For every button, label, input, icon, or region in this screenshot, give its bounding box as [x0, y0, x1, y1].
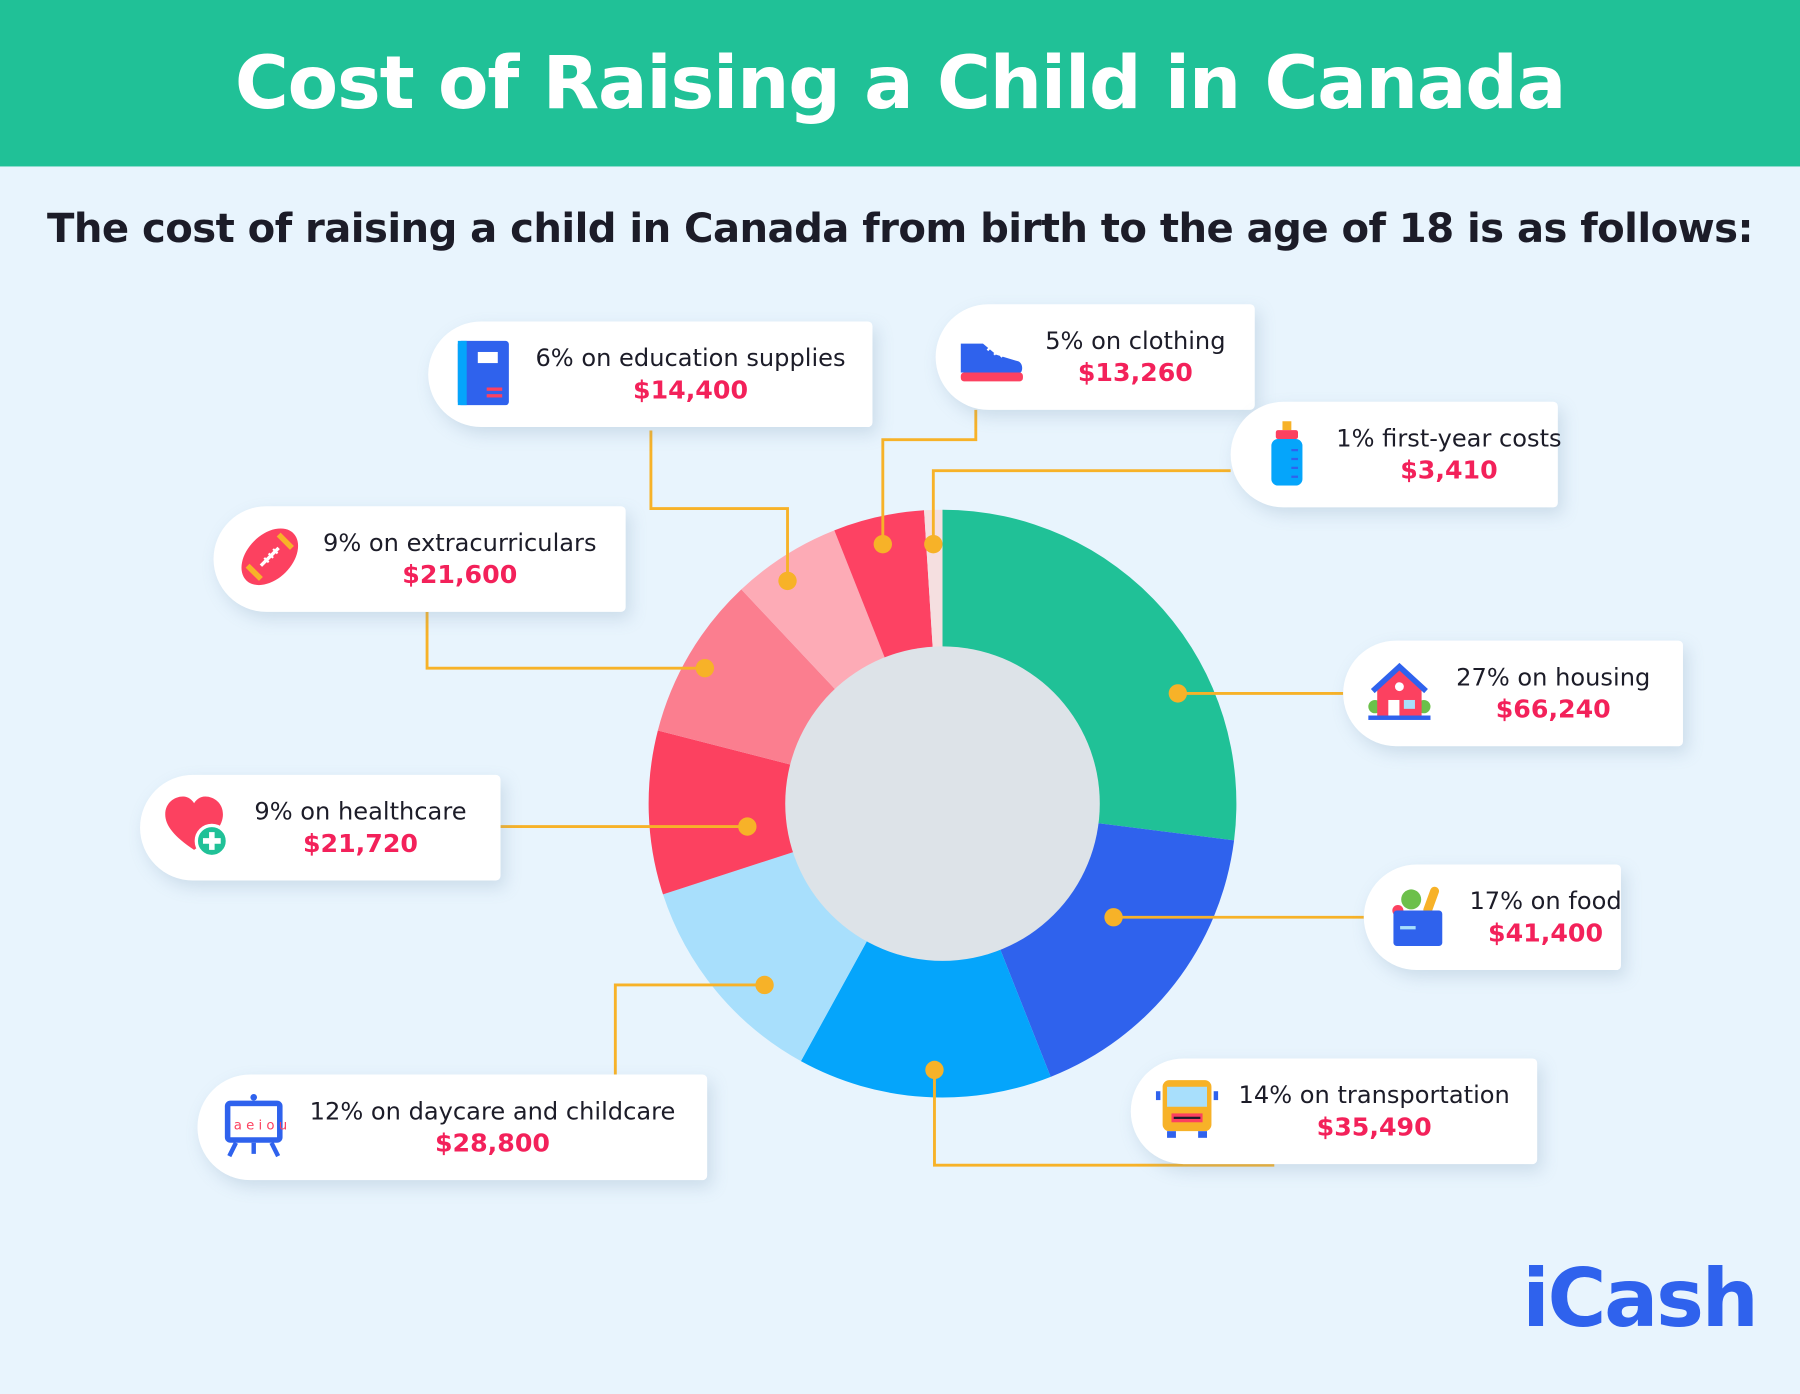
slice-amount: $21,720 — [302, 829, 418, 859]
connector-dot-clothing — [873, 534, 892, 554]
slice-education — [741, 530, 888, 695]
callout-text: 6% on education supplies $14,400 — [534, 344, 847, 405]
callout-daycare: a e i o u 12% on daycare and childcare $… — [197, 1074, 708, 1181]
connector-dot-transportation — [925, 1060, 944, 1080]
slice-amount: $35,490 — [1316, 1112, 1432, 1142]
callout-text: 9% on healthcare $21,720 — [246, 797, 476, 858]
callout-text: 14% on transportation $35,490 — [1236, 1081, 1512, 1142]
connector-clothing — [881, 409, 978, 545]
callout-housing: 27% on housing $66,240 — [1343, 640, 1683, 747]
bus-icon — [1154, 1076, 1221, 1147]
slice-amount: $14,400 — [632, 375, 749, 405]
slice-label: 9% on healthcare — [254, 797, 467, 825]
slice-amount: $28,800 — [434, 1129, 550, 1158]
callout-text: 12% on daycare and childcare $28,800 — [303, 1097, 682, 1158]
slice-label: 9% on extracurriculars — [323, 528, 597, 557]
heart-plus-icon — [163, 792, 230, 863]
slice-label: 14% on transportation — [1238, 1080, 1510, 1109]
page-title: Cost of Raising a Child in Canada — [234, 40, 1566, 126]
slice-label: 1% first-year costs — [1336, 424, 1562, 452]
slice-label: 12% on daycare and childcare — [309, 1096, 676, 1125]
callout-healthcare: 9% on healthcare $21,720 — [140, 774, 501, 881]
connector-transportation — [933, 1069, 1275, 1167]
grocery-bag-icon — [1387, 882, 1454, 953]
svg-text:a e i o u: a e i o u — [234, 1118, 287, 1133]
slice-amount: $3,410 — [1400, 456, 1498, 486]
connector-dot-housing — [1168, 684, 1188, 703]
callout-text: 27% on housing $66,240 — [1449, 663, 1658, 724]
slice-healthcare — [648, 730, 801, 895]
connector-extracurriculars — [425, 611, 705, 670]
callout-clothing: 5% on clothing $13,260 — [935, 304, 1255, 410]
slice-daycare — [663, 849, 871, 1062]
slice-label: 27% on housing — [1456, 662, 1651, 691]
connector-dot-education — [778, 571, 797, 591]
slice-amount: $21,600 — [402, 560, 518, 590]
callout-text: 9% on extracurriculars $21,600 — [319, 529, 600, 590]
connector-daycare — [613, 983, 765, 1075]
connector-dot-extracurriculars — [695, 658, 715, 678]
football-icon — [236, 523, 303, 594]
connector-first_year — [931, 469, 1231, 545]
connector-dot-food — [1104, 908, 1123, 927]
connector-dot-healthcare — [738, 817, 757, 836]
slice-label: 5% on clothing — [1045, 326, 1226, 355]
callout-transportation: 14% on transportation $35,490 — [1130, 1058, 1538, 1165]
slice-housing — [942, 509, 1237, 841]
slice-amount: $13,260 — [1077, 358, 1193, 388]
slice-label: 6% on education supplies — [535, 343, 846, 372]
easel-board-icon: a e i o u — [220, 1092, 287, 1163]
callout-text: 1% first-year costs $3,410 — [1336, 424, 1561, 485]
slice-transportation — [800, 934, 1051, 1098]
callout-text: 17% on food $41,400 — [1469, 887, 1621, 948]
slice-extracurriculars — [657, 589, 841, 767]
notebook-icon — [451, 339, 518, 410]
slice-clothing — [834, 510, 934, 665]
sneaker-icon — [959, 321, 1026, 392]
donut-hole — [785, 646, 1100, 961]
slice-amount: $41,400 — [1488, 918, 1604, 948]
subtitle: The cost of raising a child in Canada fr… — [47, 206, 1754, 253]
callout-food: 17% on food $41,400 — [1363, 864, 1622, 971]
house-icon — [1366, 658, 1433, 729]
icash-logo: iCash — [1522, 1251, 1759, 1346]
header-banner: Cost of Raising a Child in Canada — [0, 0, 1800, 167]
callout-education: 6% on education supplies $14,400 — [428, 321, 873, 428]
callout-text: 5% on clothing $13,260 — [1041, 327, 1229, 388]
connector-education — [649, 430, 789, 581]
slice-amount: $66,240 — [1495, 695, 1611, 724]
slice-food — [997, 822, 1235, 1077]
callout-extracurriculars: 9% on extracurriculars $21,600 — [213, 506, 626, 612]
baby-bottle-icon — [1254, 419, 1321, 490]
slice-label: 17% on food — [1469, 886, 1622, 915]
connector-dot-first_year — [924, 534, 943, 554]
connector-dot-daycare — [755, 975, 774, 995]
callout-first_year: 1% first-year costs $3,410 — [1230, 401, 1562, 508]
